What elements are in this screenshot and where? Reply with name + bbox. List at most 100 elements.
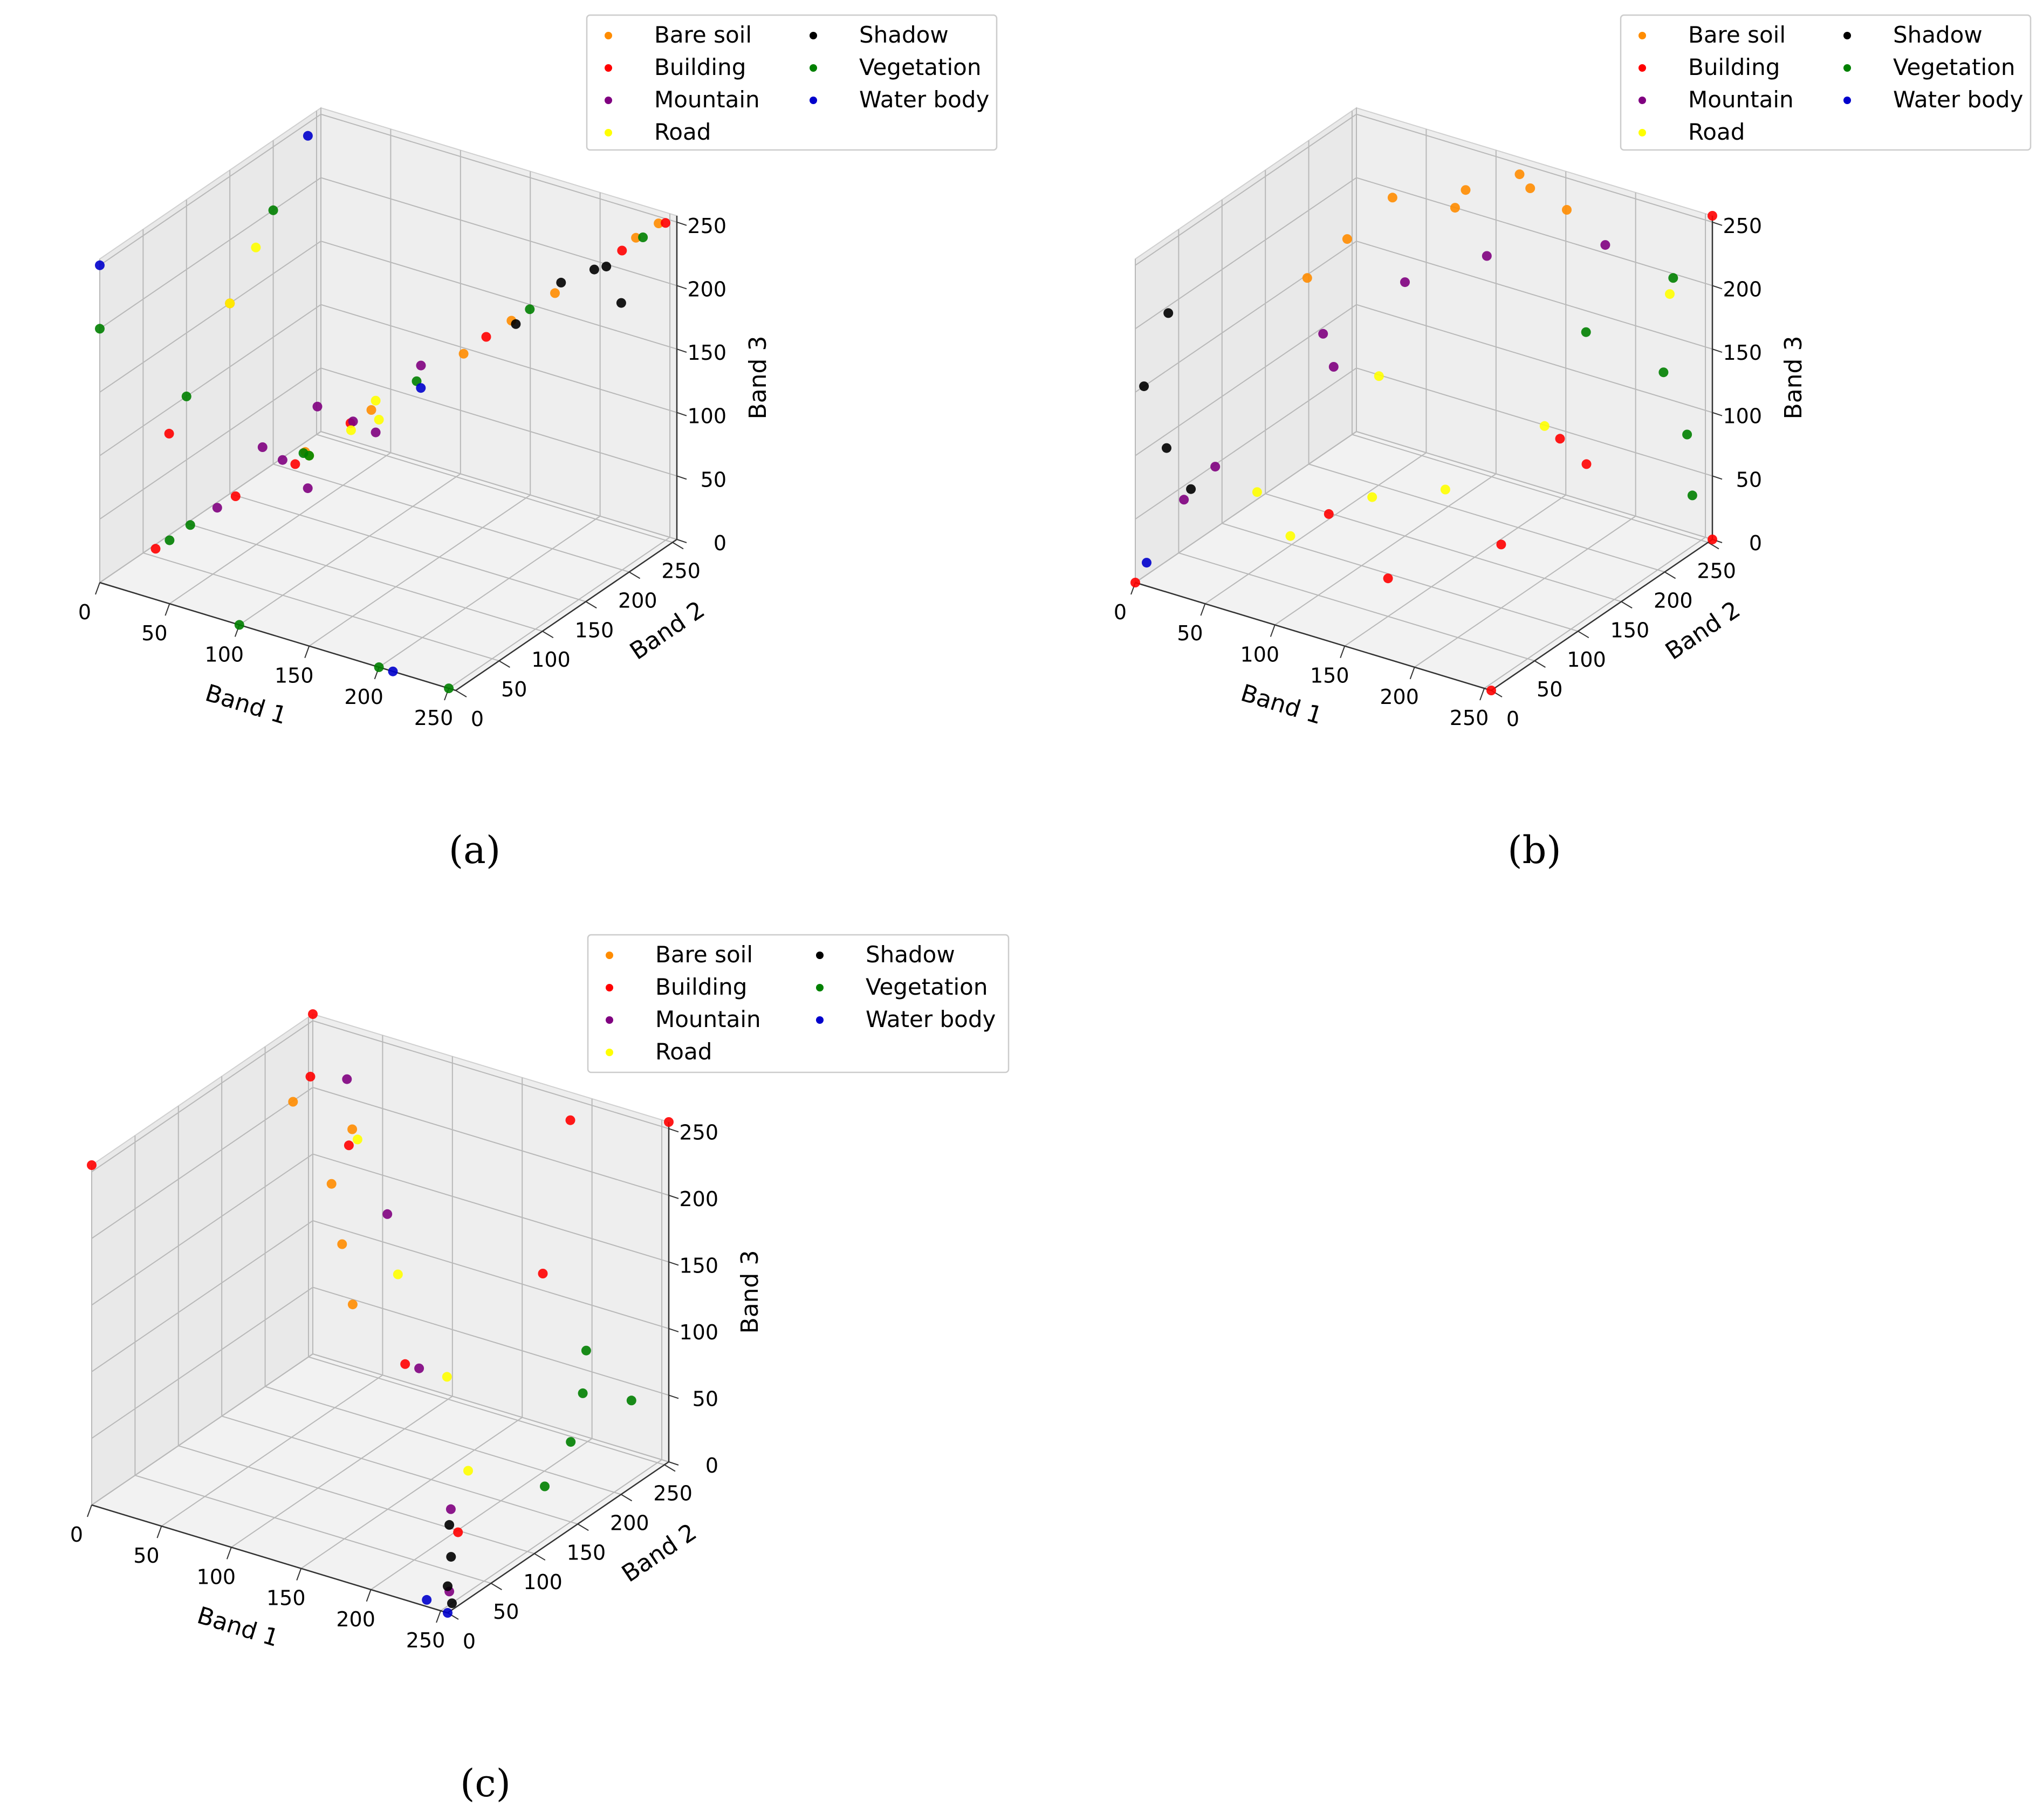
data-point bbox=[344, 1140, 354, 1151]
data-point bbox=[352, 1134, 362, 1145]
data-point bbox=[277, 455, 287, 465]
legend-box bbox=[1620, 14, 2032, 151]
gridlines bbox=[1135, 108, 1713, 691]
y-axis-line bbox=[1491, 538, 1713, 692]
data-point bbox=[540, 1481, 550, 1491]
x-tick-label: 150 bbox=[266, 1586, 306, 1610]
data-point bbox=[371, 395, 381, 406]
legend-entry: Bare soil bbox=[1688, 22, 1786, 48]
data-point bbox=[1539, 421, 1550, 431]
gridlines bbox=[91, 1014, 669, 1613]
data-point bbox=[303, 483, 313, 494]
data-point bbox=[150, 544, 161, 554]
data-point bbox=[1383, 573, 1393, 584]
x-tick-label: 250 bbox=[1450, 706, 1489, 730]
x-tick-label: 150 bbox=[275, 664, 314, 688]
data-point bbox=[374, 415, 384, 425]
data-point bbox=[1668, 273, 1678, 283]
y-tick-label: 50 bbox=[501, 678, 527, 701]
data-point bbox=[581, 1345, 591, 1356]
x-tick-label: 50 bbox=[1177, 621, 1203, 645]
data-point bbox=[414, 1363, 424, 1373]
legend-marker bbox=[605, 97, 612, 104]
series-road bbox=[352, 1134, 473, 1476]
data-point bbox=[445, 1504, 456, 1514]
legend-marker bbox=[810, 32, 817, 39]
legend-entry: Water body bbox=[1893, 86, 2023, 113]
z-tick-label: 150 bbox=[1723, 341, 1762, 365]
y-tick-label: 150 bbox=[575, 618, 614, 642]
legend-marker bbox=[606, 1016, 613, 1024]
legend-entry: Vegetation bbox=[866, 974, 988, 1000]
x-tick-label: 100 bbox=[197, 1565, 236, 1589]
data-point bbox=[444, 1520, 455, 1530]
y-tick-label: 0 bbox=[471, 707, 484, 731]
data-point bbox=[230, 491, 241, 501]
data-point bbox=[631, 232, 641, 243]
data-point bbox=[288, 1097, 298, 1107]
data-point bbox=[654, 218, 664, 229]
data-point bbox=[181, 391, 191, 401]
legend-entry: Bare soil bbox=[655, 941, 753, 968]
data-point bbox=[1440, 484, 1450, 495]
x-tick-label: 0 bbox=[78, 600, 91, 624]
data-point bbox=[1400, 277, 1410, 288]
data-point bbox=[1708, 535, 1717, 544]
series-building bbox=[87, 1009, 674, 1537]
data-point bbox=[347, 1124, 358, 1134]
legend-entry: Water body bbox=[866, 1006, 996, 1032]
x-tick-label: 200 bbox=[1380, 685, 1419, 709]
legend-entry: Mountain bbox=[655, 1006, 761, 1032]
legend-entry: Shadow bbox=[859, 22, 949, 48]
legend-entry: Bare soil bbox=[654, 22, 752, 48]
x-tick-label: 150 bbox=[1310, 664, 1349, 688]
data-point bbox=[393, 1269, 403, 1280]
data-point bbox=[616, 298, 626, 308]
series-shadow bbox=[511, 262, 626, 329]
data-point bbox=[1600, 240, 1610, 250]
z-tick-label: 250 bbox=[687, 214, 726, 238]
z-tick-label: 250 bbox=[1723, 214, 1762, 238]
legend-marker bbox=[816, 984, 824, 991]
data-point bbox=[346, 425, 356, 435]
legend: Bare soil Building Mountain Road Shadow Veget… bbox=[587, 934, 1010, 1073]
x-tick-label: 50 bbox=[141, 621, 167, 645]
data-point bbox=[661, 218, 670, 228]
series-vegetation bbox=[540, 1345, 636, 1491]
y-tick-label: 250 bbox=[661, 559, 701, 583]
data-point bbox=[1186, 484, 1196, 494]
data-point bbox=[225, 298, 235, 309]
y-tick-label: 200 bbox=[1654, 589, 1693, 612]
z-tick-label: 200 bbox=[1723, 277, 1762, 301]
legend-entry: Road bbox=[1688, 119, 1745, 145]
data-point bbox=[304, 450, 314, 461]
series-building bbox=[1130, 211, 1717, 695]
data-point bbox=[463, 1466, 473, 1476]
data-point bbox=[164, 535, 175, 545]
data-point bbox=[95, 324, 105, 334]
x-tick-label: 200 bbox=[336, 1607, 375, 1631]
data-point bbox=[1581, 327, 1591, 337]
x-tick-label: 200 bbox=[344, 685, 383, 709]
data-point bbox=[257, 442, 268, 452]
legend-entry: Vegetation bbox=[859, 54, 981, 80]
z-tick-label: 100 bbox=[679, 1320, 718, 1344]
x-tick-label: 50 bbox=[133, 1544, 159, 1568]
z-tick-label: 50 bbox=[1736, 468, 1762, 491]
legend-entry: Vegetation bbox=[1893, 54, 2015, 80]
panel-caption: (c) bbox=[460, 1761, 511, 1805]
data-point bbox=[1461, 185, 1471, 195]
data-point bbox=[589, 264, 599, 275]
data-point bbox=[1318, 329, 1328, 339]
data-point bbox=[382, 1209, 393, 1219]
z-tick-label: 0 bbox=[714, 531, 726, 555]
data-point bbox=[1555, 434, 1565, 444]
data-point bbox=[1708, 211, 1717, 221]
series-water-body bbox=[95, 131, 426, 676]
z-tick-label: 100 bbox=[687, 405, 726, 428]
panel-caption: (a) bbox=[449, 828, 501, 872]
data-point bbox=[347, 1299, 358, 1310]
data-point bbox=[185, 520, 195, 530]
